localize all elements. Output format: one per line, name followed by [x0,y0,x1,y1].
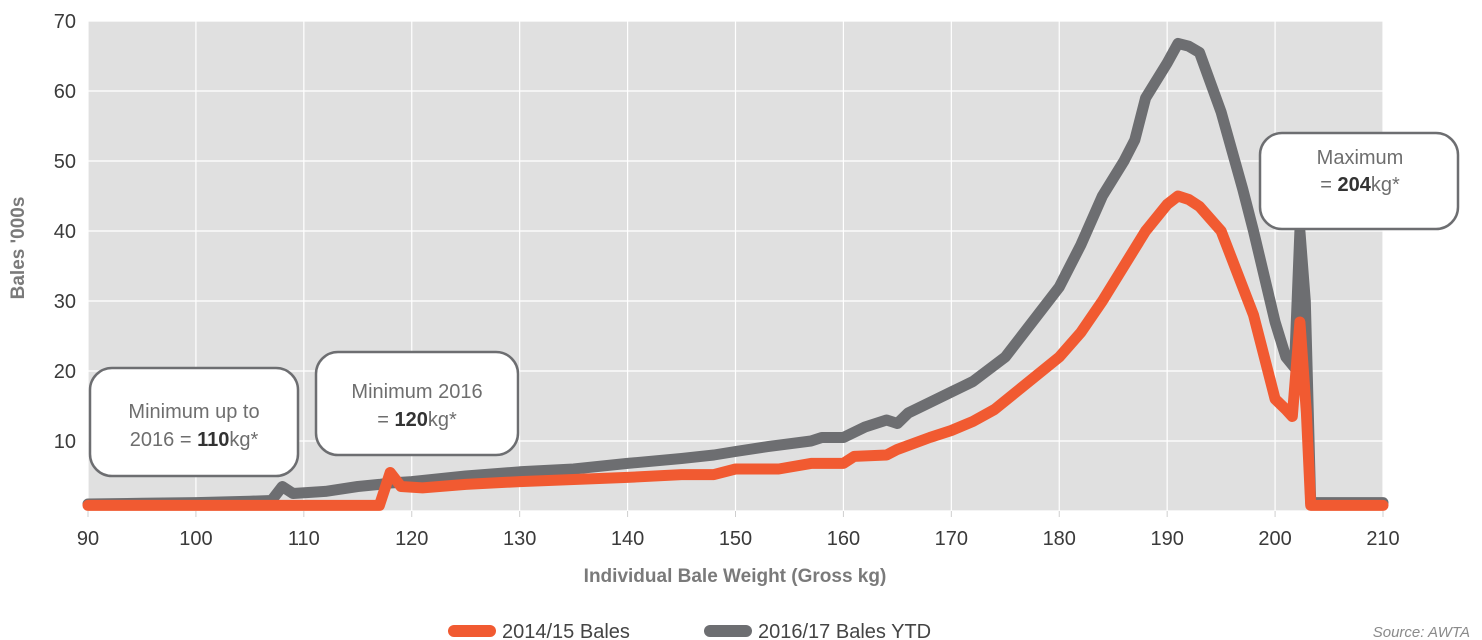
x-tick-label: 120 [395,528,428,550]
callout-min-up-to-2016: Minimum up to 2016 = 110kg* [88,366,300,478]
x-tick-label: 90 [77,528,99,550]
callout-maximum: Maximum = 204kg* [1258,131,1460,231]
x-tick-label: 110 [288,528,320,550]
y-tick-label: 40 [54,221,76,243]
x-tick-label: 190 [1150,528,1183,550]
x-tick-labels: 90 100 110 120 130 140 150 160 170 180 190 200 210 [77,528,1400,550]
callout-line1: Maximum [1317,147,1404,169]
y-tick-labels: 10 20 30 40 50 60 70 [54,11,76,453]
legend-swatch-2014-15 [448,625,496,637]
x-tick-label: 210 [1366,528,1399,550]
callout-box [314,350,520,457]
x-tick-label: 200 [1258,528,1291,550]
grid [87,20,1384,517]
callout-line1: Minimum up to [128,401,259,423]
x-tick-label: 100 [179,528,212,550]
x-tick-label: 180 [1043,528,1076,550]
x-tick-label: 150 [719,528,752,550]
y-tick-label: 30 [54,291,76,313]
source-note: Source: AWTA [1373,624,1470,640]
callout-line2: = 120kg* [377,409,457,431]
series-line-2014-15 [82,190,1389,511]
y-tick-label: 70 [54,11,76,33]
x-axis-label: Individual Bale Weight (Gross kg) [584,566,887,587]
y-axis-label: Bales '000s [8,197,29,300]
callout-line2: 2016 = 110kg* [130,429,259,451]
series-layer [82,37,1389,511]
y-tick-label: 20 [54,361,76,383]
x-tick-label: 170 [935,528,968,550]
x-tick-label: 160 [827,528,860,550]
legend-label-2014-15: 2014/15 Bales [502,621,630,640]
y-tick-label: 10 [54,431,76,453]
series-line-2016-17 [82,37,1389,510]
callout-line2: = 204kg* [1320,174,1400,196]
callout-box [88,366,300,478]
callout-box [1258,131,1460,231]
x-tick-label: 130 [503,528,536,550]
legend-swatch-2016-17 [704,625,752,637]
legend: 2014/15 Bales 2016/17 Bales YTD [448,621,931,640]
callout-line1: Minimum 2016 [351,381,482,403]
x-tick-label: 140 [611,528,644,550]
legend-label-2016-17: 2016/17 Bales YTD [758,621,931,640]
callout-min-2016: Minimum 2016 = 120kg* [314,350,520,457]
y-tick-label: 60 [54,81,76,103]
y-tick-label: 50 [54,151,76,173]
